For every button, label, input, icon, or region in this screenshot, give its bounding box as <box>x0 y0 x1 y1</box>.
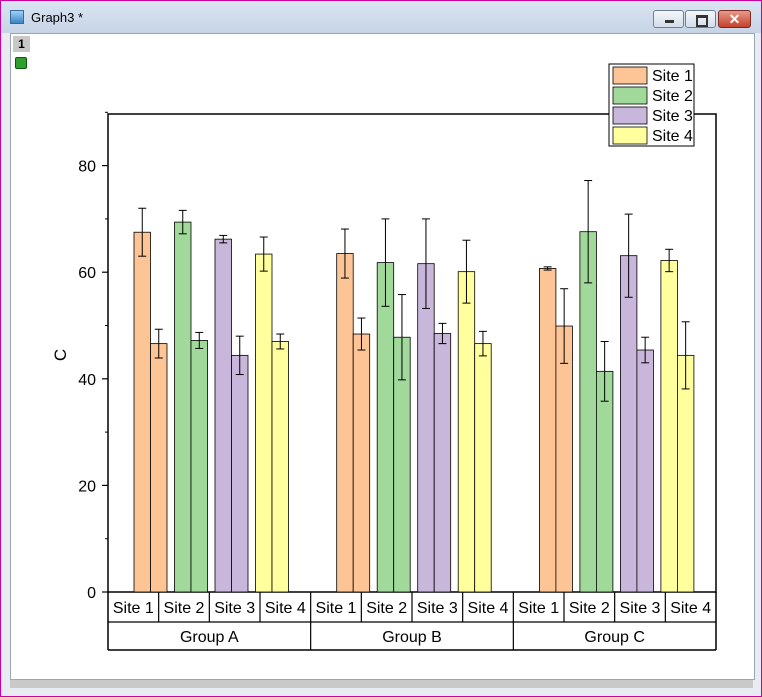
maximize-button[interactable] <box>685 10 716 28</box>
y-tick-label: 80 <box>78 159 96 176</box>
bar <box>214 238 232 593</box>
site-category-label: Site 1 <box>316 600 357 617</box>
bar <box>417 263 435 593</box>
bar <box>474 343 492 593</box>
bar <box>620 255 638 593</box>
legend-label: Site 4 <box>652 128 693 145</box>
bar <box>579 231 597 593</box>
bar <box>231 354 249 593</box>
legend-swatch <box>612 86 648 105</box>
bar <box>555 325 573 593</box>
y-tick-label: 20 <box>78 478 96 495</box>
y-tick-label: 60 <box>78 265 96 282</box>
y-axis-label: C <box>51 349 70 361</box>
group-category-label: Group C <box>584 629 644 646</box>
group-category-label: Group B <box>382 629 442 646</box>
legend[interactable]: Site 1 Site 2 Site 3 Site 4 <box>608 63 695 147</box>
site-category-label: Site 3 <box>620 600 661 617</box>
bar <box>255 253 273 593</box>
bar <box>376 262 395 593</box>
bar-chart: C 0 20 40 60 80 Site 1 Site 2 Site 3 Site 4 Grou… <box>51 63 717 651</box>
legend-label: Site 1 <box>652 68 693 85</box>
graph-window-icon[interactable] <box>10 10 24 24</box>
error-bars <box>138 180 690 402</box>
close-button[interactable]: ✕ <box>718 10 751 28</box>
minimize-button[interactable] <box>653 10 684 28</box>
bar <box>596 370 614 593</box>
bar <box>133 231 151 593</box>
graph-page[interactable]: 1 C 0 20 40 60 80 Site 1 Site 2 Site 3 Site 4 Gr… <box>10 33 755 680</box>
layer-lock-icon[interactable] <box>15 57 27 69</box>
site-category-label: Site 3 <box>214 600 255 617</box>
legend-swatch <box>612 106 648 125</box>
bar <box>190 340 208 593</box>
horizontal-scrollbar[interactable] <box>10 680 753 688</box>
bar <box>433 333 452 593</box>
bar <box>457 271 476 593</box>
legend-swatch <box>612 66 648 85</box>
close-icon: ✕ <box>728 11 741 27</box>
site-category-label: Site 2 <box>366 600 407 617</box>
bar <box>539 268 557 593</box>
site-category-label: Site 4 <box>265 600 306 617</box>
site-category-label: Site 4 <box>670 600 711 617</box>
bar <box>636 349 654 593</box>
legend-label: Site 2 <box>652 88 693 105</box>
site-category-label: Site 4 <box>468 600 509 617</box>
bar <box>174 221 192 593</box>
bar <box>150 343 168 593</box>
layer-tab[interactable]: 1 <box>13 36 30 52</box>
site-category-label: Site 3 <box>417 600 458 617</box>
title-bar[interactable]: Graph3 * ✕ <box>1 1 761 33</box>
group-category-label: Group A <box>180 629 239 646</box>
bar <box>352 333 371 593</box>
site-category-label: Site 1 <box>518 600 559 617</box>
y-tick-label: 40 <box>78 372 96 389</box>
site-category-label: Site 1 <box>113 600 154 617</box>
y-tick-label: 0 <box>87 585 96 602</box>
bar <box>660 260 678 593</box>
site-category-label: Site 2 <box>569 600 610 617</box>
bar <box>271 341 289 593</box>
y-axis: 0 20 40 60 80 <box>78 111 108 602</box>
legend-swatch <box>612 126 648 145</box>
site-category-label: Site 2 <box>164 600 205 617</box>
bars <box>133 221 695 593</box>
minimize-icon <box>665 20 674 23</box>
bar <box>336 253 354 593</box>
x-axis-categories: Site 1 Site 2 Site 3 Site 4 Group A Site 1 Sit… <box>107 592 717 651</box>
legend-label: Site 3 <box>652 108 693 125</box>
window-title: Graph3 * <box>31 10 84 25</box>
maximize-icon <box>696 15 708 27</box>
bar <box>677 354 695 593</box>
